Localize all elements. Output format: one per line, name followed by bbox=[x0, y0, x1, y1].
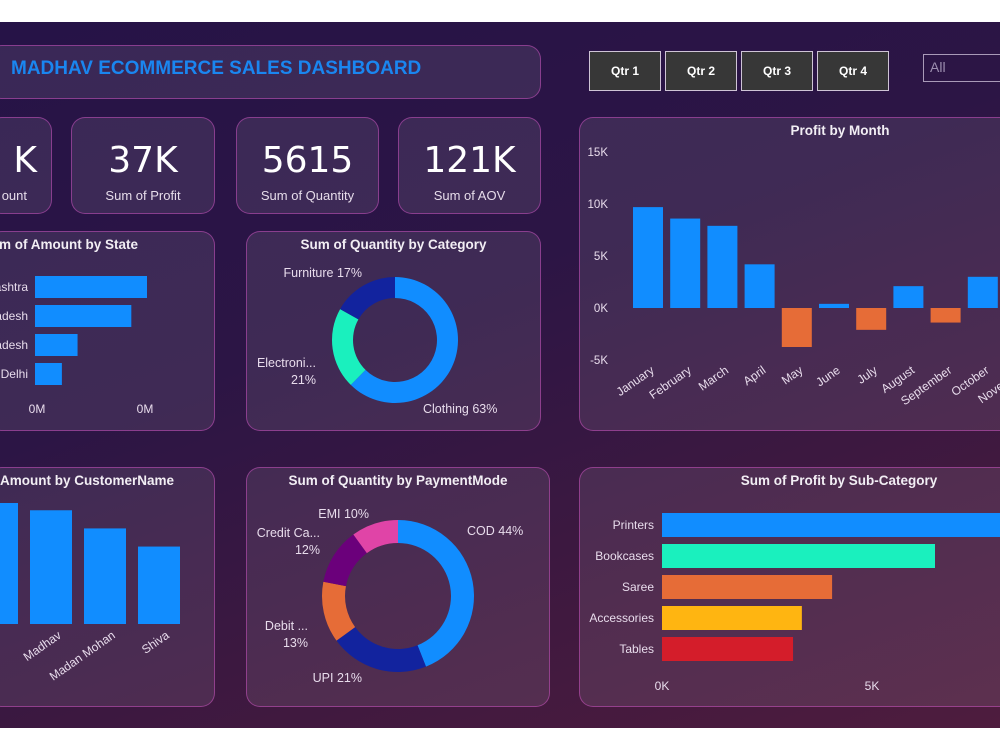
month-label: March bbox=[696, 363, 731, 394]
state-bar bbox=[35, 305, 132, 327]
slicer-dropdown[interactable]: All bbox=[923, 54, 1000, 82]
kpi-label: ount bbox=[1, 188, 27, 203]
state-label: Delhi bbox=[1, 367, 28, 381]
donut-slice-electronics bbox=[332, 309, 366, 385]
y-tick-label: 0K bbox=[594, 303, 608, 315]
chart-title: Sum of Quantity by Category bbox=[300, 237, 487, 252]
subcategory-bar bbox=[662, 575, 833, 599]
state-chart-panel: um of Amount by State bbox=[0, 231, 215, 431]
kpi-label: Sum of Quantity bbox=[260, 188, 355, 203]
state-bar bbox=[35, 276, 147, 298]
slice-label: Furniture 17% bbox=[283, 266, 362, 280]
qtr-2-button[interactable]: Qtr 2 bbox=[665, 51, 737, 91]
month-bar bbox=[670, 218, 701, 308]
month-label: July bbox=[854, 363, 880, 387]
x-tick-label: 0M bbox=[29, 402, 46, 416]
customer-bar bbox=[138, 546, 180, 624]
subcategory-label: Tables bbox=[619, 642, 654, 656]
subcategory-bar bbox=[662, 637, 794, 661]
category-chart-panel: Sum of Quantity by Category bbox=[246, 231, 541, 431]
y-tick-label: 5K bbox=[594, 251, 608, 263]
kpi-label: Sum of Profit bbox=[105, 188, 181, 203]
slice-label: Clothing 63% bbox=[423, 402, 497, 416]
month-bar bbox=[781, 308, 812, 347]
kpi-card-aov: 121K Sum of AOV bbox=[398, 117, 541, 214]
slice-label: Electroni... bbox=[257, 356, 316, 370]
chart-title: Sum of Quantity by PaymentMode bbox=[288, 473, 508, 488]
kpi-value: 5615 bbox=[261, 140, 354, 181]
donut-slice-upi bbox=[336, 627, 426, 672]
slice-percent: 12% bbox=[295, 543, 320, 557]
month-bar bbox=[707, 225, 738, 308]
x-tick-label: 0M bbox=[137, 402, 154, 416]
page-title: MADHAV ECOMMERCE SALES DASHBOARD bbox=[11, 58, 422, 79]
month-bar bbox=[893, 286, 924, 308]
customer-label: Madhav bbox=[21, 628, 64, 664]
month-label: May bbox=[779, 363, 806, 387]
customer-bar bbox=[84, 528, 126, 624]
slice-label: Debit ... bbox=[265, 619, 308, 633]
chart-title: f Amount by CustomerName bbox=[0, 473, 174, 488]
chart-title: Profit by Month bbox=[790, 123, 890, 138]
qtr-1-button[interactable]: Qtr 1 bbox=[589, 51, 661, 91]
subcategory-label: Bookcases bbox=[595, 549, 654, 563]
qtr-4-button[interactable]: Qtr 4 bbox=[817, 51, 889, 91]
slice-percent: 13% bbox=[283, 636, 308, 650]
slice-label: Credit Ca... bbox=[257, 526, 320, 540]
state-bar bbox=[35, 363, 62, 385]
month-bar bbox=[930, 308, 961, 323]
title-panel: MADHAV ECOMMERCE SALES DASHBOARD bbox=[0, 45, 541, 99]
kpi-value: K bbox=[13, 140, 37, 181]
subcategory-bar bbox=[662, 544, 935, 568]
donut-slice-cod bbox=[398, 520, 474, 667]
y-tick-label: 15K bbox=[588, 147, 609, 159]
donut-slice-emi bbox=[353, 520, 398, 554]
donut-slice-debit-card bbox=[322, 581, 356, 641]
x-tick-label: 0K bbox=[655, 679, 670, 693]
donut-slice-furniture bbox=[340, 277, 395, 320]
kpi-card-amount: K ount bbox=[0, 117, 52, 214]
kpi-card-quantity: 5615 Sum of Quantity bbox=[236, 117, 379, 214]
slice-label: COD 44% bbox=[467, 524, 523, 538]
subcategory-bar bbox=[662, 513, 1000, 537]
month-bar bbox=[744, 264, 775, 308]
chart-title: Sum of Profit by Sub-Category bbox=[740, 473, 938, 488]
slice-percent: 21% bbox=[291, 373, 316, 387]
customer-bar bbox=[30, 510, 72, 624]
month-label: June bbox=[813, 363, 843, 390]
subcategory-label: Accessories bbox=[589, 611, 654, 625]
dashboard-canvas: MADHAV ECOMMERCE SALES DASHBOARD Qtr 1 Q… bbox=[0, 22, 1000, 728]
donut-slice-credit-card bbox=[323, 534, 367, 587]
x-tick-label: 5K bbox=[865, 679, 880, 693]
month-label: April bbox=[741, 363, 769, 388]
state-label: ashtra bbox=[0, 280, 28, 294]
kpi-label: Sum of AOV bbox=[433, 188, 506, 203]
y-tick-label: 10K bbox=[588, 199, 609, 211]
y-tick-label: -5K bbox=[590, 355, 608, 367]
chart-title: um of Amount by State bbox=[0, 237, 138, 252]
qtr-3-button[interactable]: Qtr 3 bbox=[741, 51, 813, 91]
kpi-value: 121K bbox=[423, 140, 516, 181]
customer-bar bbox=[0, 503, 18, 624]
subcategory-label: Saree bbox=[622, 580, 654, 594]
slice-label: UPI 21% bbox=[313, 671, 362, 685]
subcategory-bar bbox=[662, 606, 802, 630]
month-label: February bbox=[647, 363, 694, 402]
month-bar bbox=[856, 308, 887, 330]
subcategory-label: Printers bbox=[613, 518, 654, 532]
month-bar bbox=[633, 207, 663, 308]
kpi-card-profit: 37K Sum of Profit bbox=[71, 117, 215, 214]
state-bar bbox=[35, 334, 78, 356]
month-bar bbox=[819, 303, 849, 308]
slice-label: EMI 10% bbox=[318, 507, 369, 521]
customer-label: Shiva bbox=[139, 628, 172, 657]
donut-slice-clothing bbox=[350, 277, 459, 404]
month-bar bbox=[967, 276, 998, 308]
kpi-value: 37K bbox=[108, 140, 178, 181]
